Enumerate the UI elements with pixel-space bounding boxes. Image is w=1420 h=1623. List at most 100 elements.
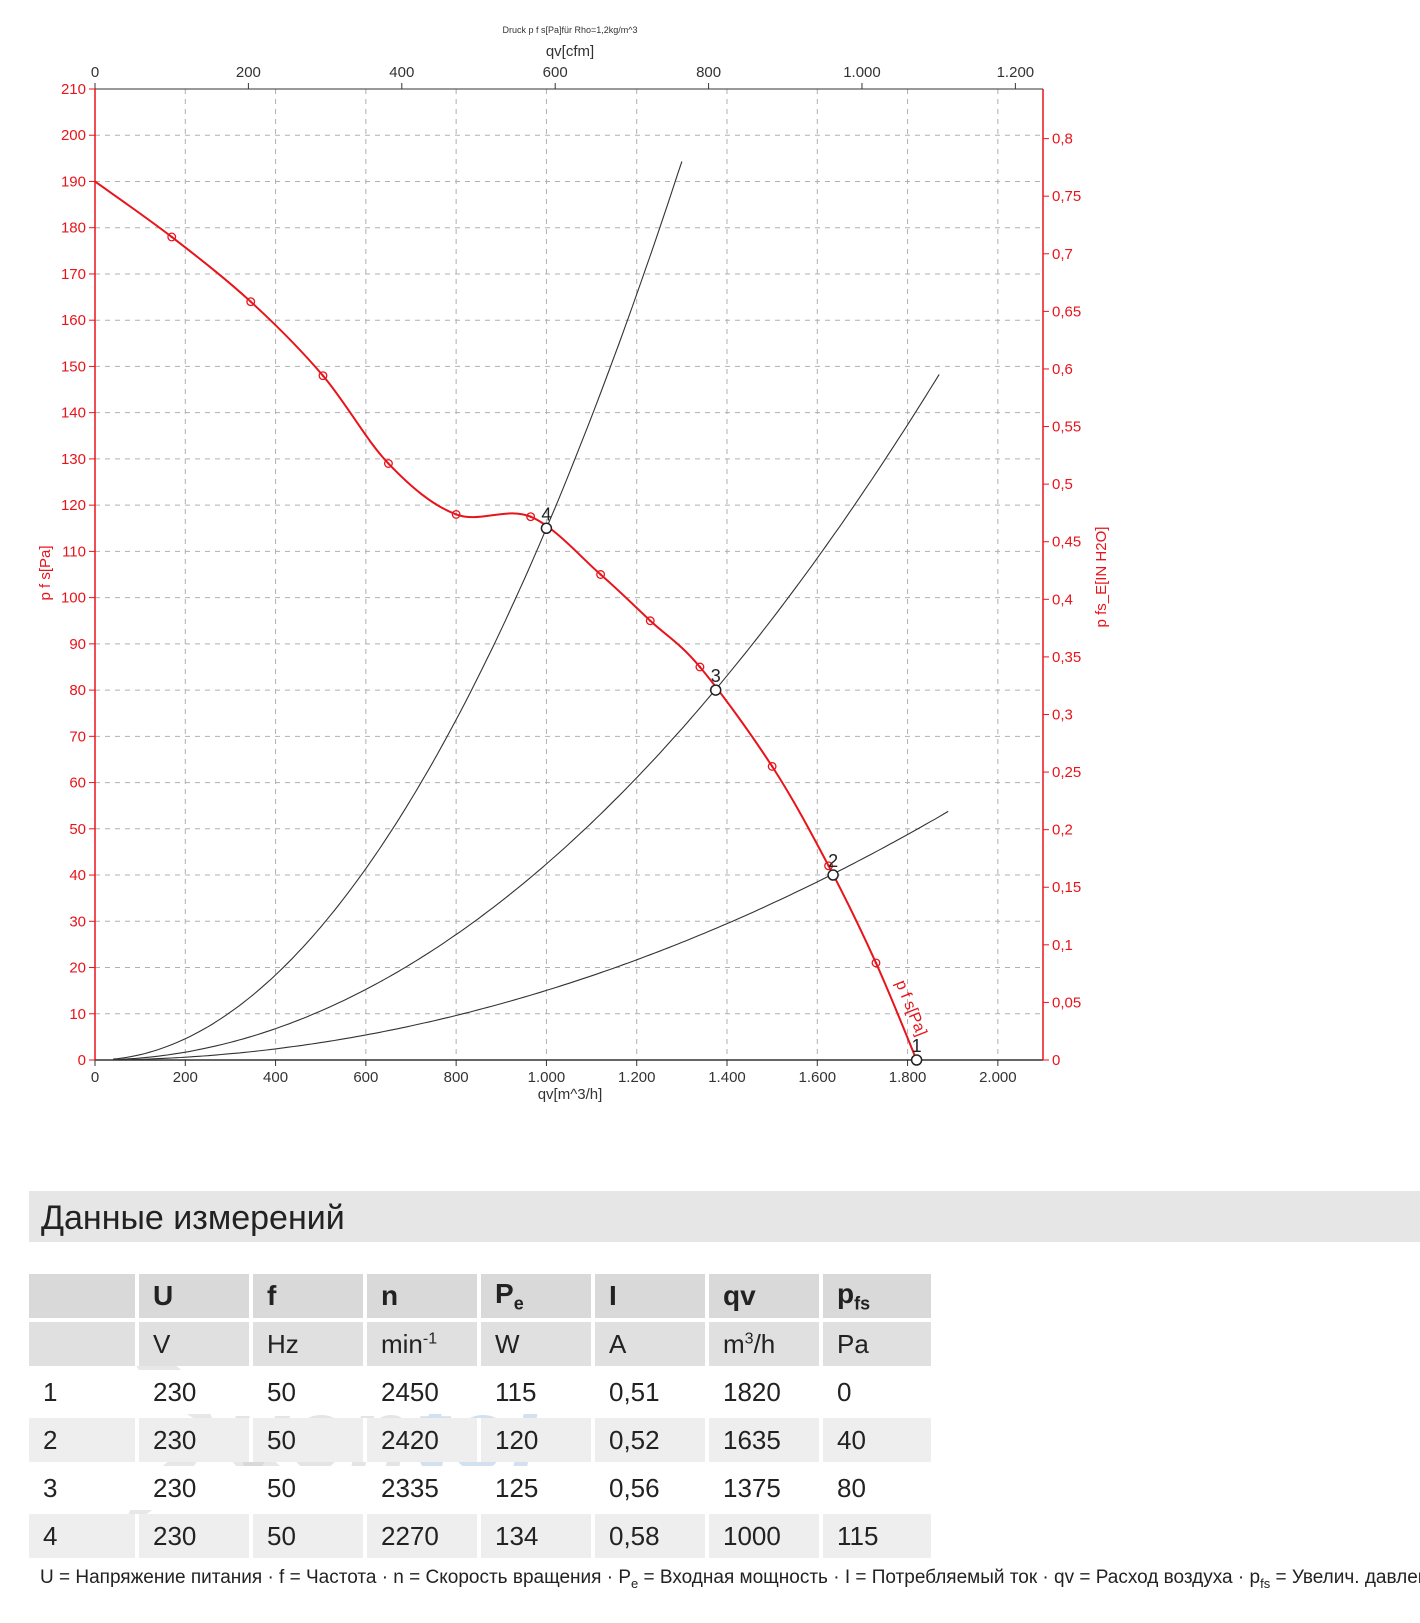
x-tick-label: 1.400: [708, 1069, 746, 1086]
fan-curve-marker-dot: [874, 961, 878, 965]
table-unit-cell: W: [481, 1322, 595, 1366]
table-unit-cell: min-1: [367, 1322, 481, 1366]
table-cell: 50: [253, 1514, 367, 1558]
table-cell: 50: [253, 1418, 367, 1462]
fan-curve-marker: [871, 958, 881, 968]
x-tick-label: 1.000: [528, 1069, 566, 1086]
table-row: 1 230 50 2450 115 0,51 1820 0: [29, 1370, 935, 1414]
fan-curve-marker-dot: [387, 462, 390, 465]
y2-tick-label: 0,3: [1052, 706, 1073, 723]
y2-tick-label: 0: [1052, 1052, 1060, 1069]
table-cell: 2270: [367, 1514, 481, 1558]
fan-curve-marker: [167, 232, 177, 242]
y-tick-label: 190: [61, 173, 86, 190]
y-tick-label: 40: [69, 867, 86, 884]
operating-point: [910, 1054, 923, 1066]
y2-tick-label: 0,35: [1052, 649, 1081, 666]
table-header-cell: f: [253, 1274, 367, 1318]
table-cell: 0: [823, 1370, 935, 1414]
table-header-cell: I: [595, 1274, 709, 1318]
table-cell: 1: [29, 1370, 139, 1414]
table-cell: 230: [139, 1418, 253, 1462]
fan-curve-marker-dot: [698, 665, 702, 669]
fan-curve-marker-dot: [454, 513, 458, 516]
fan-curve-marker-dot: [529, 515, 532, 518]
table-cell: 3: [29, 1466, 139, 1510]
y-tick-label: 200: [61, 127, 86, 144]
x2-tick-label: 400: [389, 64, 414, 81]
y-tick-label: 70: [69, 728, 86, 745]
table-row: 4 230 50 2270 134 0,58 1000 115: [29, 1514, 935, 1558]
system-curve: [113, 374, 940, 1061]
table-cell: 40: [823, 1418, 935, 1462]
x-tick-label: 2.000: [979, 1069, 1017, 1086]
y-axis-label: p f s[Pa]: [37, 545, 54, 600]
operating-point-label: 3: [711, 666, 721, 686]
table-cell: 80: [823, 1466, 935, 1510]
x-tick-label: 600: [353, 1069, 378, 1086]
x2-tick-label: 1.200: [997, 64, 1035, 81]
table-cell: 115: [481, 1370, 595, 1414]
x2-tick-label: 200: [236, 64, 261, 81]
fan-performance-chart: 0 200 400 600 800 1.000 1.200 1.400 1.600 1.800 2.…: [37, 25, 1110, 1103]
x-tick-label: 800: [444, 1069, 469, 1086]
operating-point-label: 4: [541, 504, 551, 524]
table-cell: 2420: [367, 1418, 481, 1462]
table-header-cell: pfs: [823, 1274, 935, 1318]
y2-tick-label: 0,6: [1052, 361, 1073, 378]
x-tick-label: 0: [91, 1069, 99, 1086]
y-tick-label: 30: [69, 913, 86, 930]
fan-curve-marker-dot: [170, 235, 173, 239]
operating-point: [709, 684, 722, 696]
x-tick-label: 200: [173, 1069, 198, 1086]
table-unit-cell: Hz: [253, 1322, 367, 1366]
y-tick-label: 0: [78, 1052, 86, 1069]
y2-tick-label: 0,5: [1052, 476, 1073, 493]
y-tick-label: 140: [61, 405, 86, 422]
y-tick-label: 210: [61, 81, 86, 98]
y2-tick-label: 0,7: [1052, 246, 1073, 263]
y2-tick-label: 0,15: [1052, 879, 1081, 896]
table-cell: 4: [29, 1514, 139, 1558]
operating-point: [540, 522, 553, 535]
fan-curve-marker: [767, 761, 777, 771]
x2-axis-label: qv[cfm]: [546, 43, 594, 60]
x2-tick-label: 0: [91, 64, 99, 81]
fan-curve-marker: [383, 459, 393, 468]
y-tick-label: 170: [61, 266, 86, 283]
y-tick-label: 80: [69, 682, 86, 699]
y-tick-label: 110: [62, 543, 86, 560]
table-cell: 50: [253, 1370, 367, 1414]
y2-tick-label: 0,8: [1052, 131, 1073, 148]
table-cell: 134: [481, 1514, 595, 1558]
y-tick-label: 120: [61, 497, 86, 514]
fan-curve-marker: [824, 861, 834, 871]
table-cell: 230: [139, 1370, 253, 1414]
table-cell: 1375: [709, 1466, 823, 1510]
fan-curve-marker-dot: [599, 573, 602, 576]
y2-axis-label: p fs_E[IN H2O]: [1093, 527, 1110, 628]
y-tick-label: 60: [69, 775, 86, 792]
fan-curve-marker: [318, 371, 328, 381]
y-tick-label: 10: [69, 1006, 86, 1023]
y2-tick-label: 0,4: [1052, 591, 1073, 608]
y-tick-label: 100: [61, 590, 86, 607]
table-cell: 230: [139, 1514, 253, 1558]
table-header-cell: [29, 1274, 139, 1318]
y2-tick-label: 0,1: [1052, 937, 1073, 954]
y2-tick-label: 0,45: [1052, 534, 1081, 551]
table-unit-cell: m3/h: [709, 1322, 823, 1366]
x-tick-label: 1.600: [799, 1069, 837, 1086]
x-tick-label: 1.200: [618, 1069, 656, 1086]
table-cell: 120: [481, 1418, 595, 1462]
fan-curve-marker-dot: [770, 765, 774, 768]
y2-tick-label: 0,55: [1052, 419, 1081, 436]
table-unit-cell: A: [595, 1322, 709, 1366]
table-cell: 0,52: [595, 1418, 709, 1462]
y2-tick-label: 0,2: [1052, 822, 1073, 839]
table-legend: U = Напряжение питания · f = Частота · n…: [40, 1567, 1420, 1591]
y-tick-label: 150: [61, 358, 86, 375]
operating-point-label: 1: [912, 1036, 922, 1056]
table-cell: 115: [823, 1514, 935, 1558]
